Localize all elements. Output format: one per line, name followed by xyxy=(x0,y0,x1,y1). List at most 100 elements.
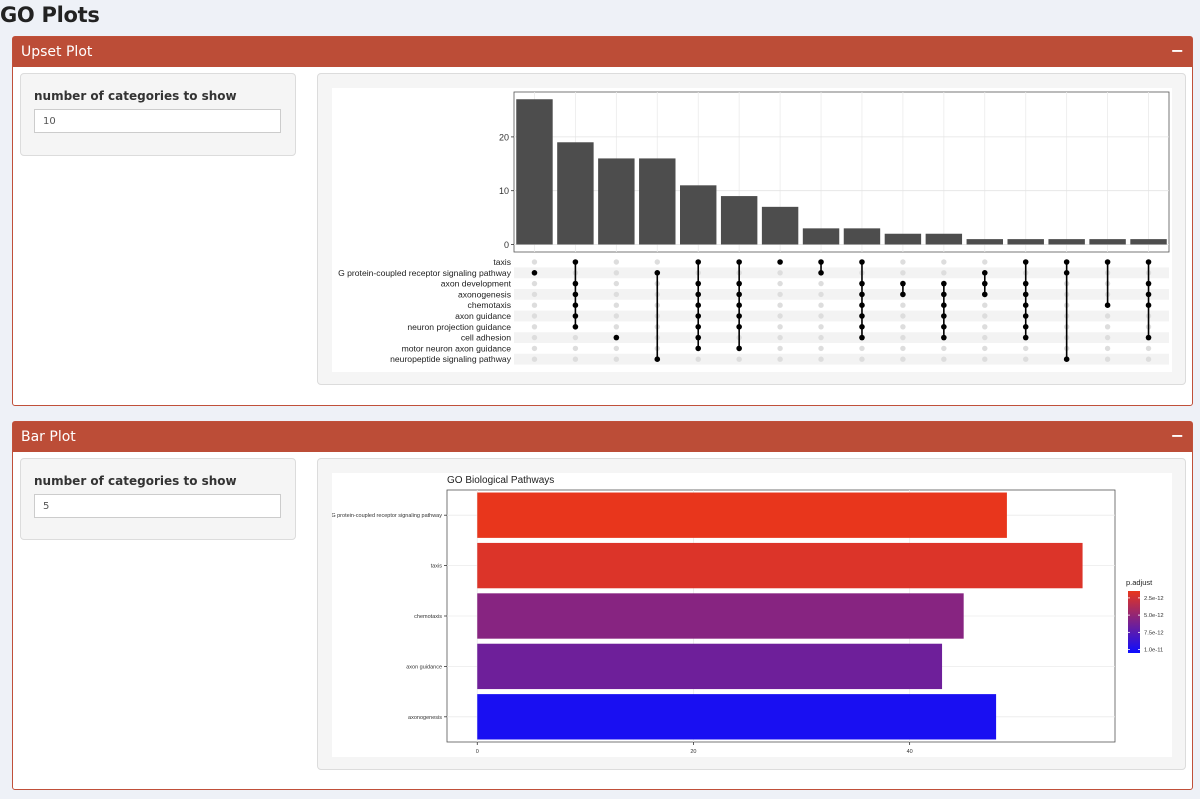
upset-dot-active xyxy=(1022,324,1029,330)
upset-dot-inactive xyxy=(941,259,947,265)
upset-dot-inactive xyxy=(859,356,865,362)
upset-dot-inactive xyxy=(531,280,538,287)
legend-label: 7.5e-12 xyxy=(1144,630,1164,636)
upset-dot-inactive xyxy=(900,324,906,330)
upset-bar xyxy=(802,228,840,245)
upset-y-tick-label: 20 xyxy=(499,132,509,142)
upset-dot-active xyxy=(531,270,538,276)
upset-dot-inactive xyxy=(941,356,947,362)
upset-dot-inactive xyxy=(1023,356,1029,362)
legend-title: p.adjust xyxy=(1126,578,1153,587)
upset-bar xyxy=(1048,239,1085,245)
upset-dot-inactive xyxy=(1145,345,1152,352)
upset-dot-inactive xyxy=(859,345,865,352)
upset-categories-input[interactable] xyxy=(34,109,281,133)
upset-dot-active xyxy=(572,324,579,330)
upset-dot-active xyxy=(1022,313,1029,319)
upset-dot-inactive xyxy=(900,345,906,352)
upset-dot-inactive xyxy=(613,280,620,287)
upset-dot-active xyxy=(1145,302,1152,308)
bar-x-tick-label: 40 xyxy=(907,749,913,755)
upset-dot-inactive xyxy=(613,356,620,362)
upset-dot-inactive xyxy=(613,270,620,276)
bar-categories-label: number of categories to show xyxy=(34,474,237,488)
upset-dot-inactive xyxy=(777,280,783,287)
upset-dot-active xyxy=(736,259,742,265)
upset-bar xyxy=(516,99,553,245)
upset-dot-active xyxy=(1104,302,1111,308)
upset-dot-active xyxy=(1145,259,1152,265)
upset-dot-active xyxy=(818,259,824,265)
upset-dot-active xyxy=(736,313,742,319)
upset-dot-active xyxy=(941,280,947,287)
minus-icon: − xyxy=(1170,426,1184,445)
bar-collapse-button[interactable]: − xyxy=(1171,426,1184,445)
upset-dot-active xyxy=(900,291,906,298)
upset-dot-inactive xyxy=(613,313,620,319)
upset-dot-active xyxy=(736,302,742,308)
bar-plot-box: Bar Plot − number of categories to show … xyxy=(12,421,1193,790)
upset-collapse-button[interactable]: − xyxy=(1171,41,1184,60)
go-bar xyxy=(477,542,1083,589)
upset-dot-inactive xyxy=(777,324,783,330)
upset-dot-inactive xyxy=(613,345,620,352)
upset-dot-active xyxy=(695,345,702,352)
upset-dot-active xyxy=(736,345,742,352)
upset-dot-inactive xyxy=(613,291,620,298)
upset-set-label: G protein-coupled receptor signaling pat… xyxy=(338,268,512,278)
upset-dot-inactive xyxy=(531,291,538,298)
upset-dot-active xyxy=(695,302,702,308)
upset-dot-inactive xyxy=(531,356,538,362)
upset-dot-inactive xyxy=(531,313,538,319)
bar-categories-input[interactable] xyxy=(34,494,281,518)
upset-dot-inactive xyxy=(818,356,824,362)
upset-dot-active xyxy=(941,313,947,319)
upset-dot-inactive xyxy=(900,356,906,362)
bar-category-label: chemotaxis xyxy=(414,614,442,620)
upset-set-label: cell adhesion xyxy=(461,333,511,343)
upset-dot-active xyxy=(736,324,742,330)
bar-x-tick-label: 20 xyxy=(690,749,696,755)
go-bar xyxy=(477,593,964,639)
legend-label: 2.5e-12 xyxy=(1144,596,1164,602)
upset-dot-inactive xyxy=(982,334,988,341)
upset-dot-inactive xyxy=(1104,324,1111,330)
upset-dot-inactive xyxy=(941,345,947,352)
upset-dot-active xyxy=(695,259,702,265)
upset-bar xyxy=(557,142,594,245)
upset-dot-active xyxy=(981,280,988,287)
upset-dot-active xyxy=(1104,259,1111,265)
upset-dot-active xyxy=(1145,334,1152,341)
upset-dot-active xyxy=(695,280,702,287)
upset-bar xyxy=(1007,239,1044,245)
upset-y-tick-label: 10 xyxy=(499,186,509,196)
upset-row-stripe xyxy=(514,310,1169,322)
upset-y-tick-label: 0 xyxy=(504,240,509,250)
upset-dot-active xyxy=(1022,259,1029,265)
upset-dot-inactive xyxy=(777,345,783,352)
upset-dot-active xyxy=(695,313,702,319)
upset-set-label: taxis xyxy=(493,257,511,267)
upset-dot-active xyxy=(572,313,579,319)
upset-dot-active xyxy=(613,334,620,341)
upset-dot-inactive xyxy=(818,334,824,341)
upset-bar xyxy=(966,239,1003,245)
bar-chart-title: GO Biological Pathways xyxy=(447,475,554,486)
upset-dot-active xyxy=(572,259,579,265)
upset-dot-active xyxy=(1022,302,1029,308)
upset-set-label: axonogenesis xyxy=(458,289,511,299)
upset-row-stripe xyxy=(514,332,1169,343)
upset-dot-active xyxy=(859,324,865,330)
upset-dot-active xyxy=(859,334,865,341)
upset-dot-active xyxy=(859,259,865,265)
upset-bar xyxy=(925,233,963,245)
upset-dot-inactive xyxy=(736,356,742,362)
upset-dot-inactive xyxy=(613,302,620,308)
upset-dot-inactive xyxy=(777,291,783,298)
upset-dot-active xyxy=(981,291,988,298)
upset-dot-inactive xyxy=(654,259,660,265)
upset-bar xyxy=(639,158,676,245)
upset-dot-active xyxy=(859,280,865,287)
upset-bar xyxy=(884,233,922,245)
upset-plot-panel: 0 10 20 taxis G protein-coupled receptor sig… xyxy=(317,73,1186,385)
